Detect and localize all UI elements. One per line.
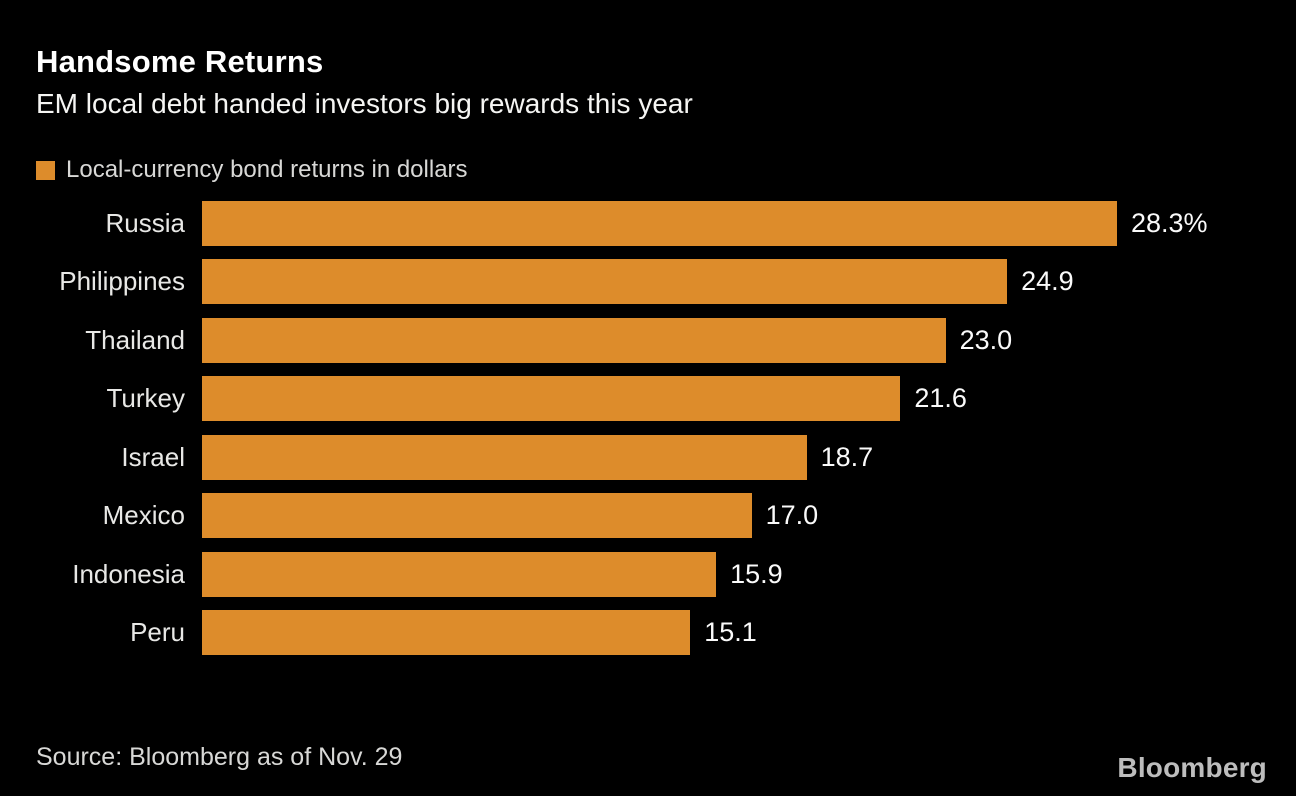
bar-row: Peru 15.1 xyxy=(36,604,1260,663)
bar xyxy=(202,493,752,539)
legend-swatch-icon xyxy=(36,160,55,180)
category-label: Israel xyxy=(121,441,185,472)
bar xyxy=(202,551,717,597)
legend-label: Local-currency bond returns in dollars xyxy=(66,156,468,183)
bar xyxy=(202,317,946,363)
bar xyxy=(202,259,1008,305)
bar xyxy=(202,610,691,656)
chart-title: Handsome Returns xyxy=(36,44,324,79)
bar-track: 15.9 xyxy=(202,545,1260,604)
bar-row: Turkey 21.6 xyxy=(36,370,1260,429)
chart-subtitle: EM local debt handed investors big rewar… xyxy=(36,88,693,119)
bar-track: 28.3% xyxy=(202,194,1260,253)
bar-value-label: 21.6 xyxy=(914,383,967,414)
bar-value-label: 24.9 xyxy=(1021,266,1074,297)
bloomberg-logo: Bloomberg xyxy=(1117,752,1267,783)
bar-track: 23.0 xyxy=(202,311,1260,370)
bar-value-label: 17.0 xyxy=(765,500,819,531)
category-label: Philippines xyxy=(59,266,185,297)
bar-chart: Russia 28.3% Philippines 24.9 Thailand 23.0 Tu… xyxy=(36,194,1260,662)
category-label: Turkey xyxy=(106,383,186,414)
bar-row: Russia 28.3% xyxy=(36,194,1260,253)
bar xyxy=(202,200,1117,246)
category-label: Mexico xyxy=(102,500,185,531)
bar-track: 17.0 xyxy=(202,487,1260,546)
bar-row: Philippines 24.9 xyxy=(36,253,1260,312)
category-label: Thailand xyxy=(85,324,185,355)
bar xyxy=(202,434,807,480)
bar-value-label: 15.9 xyxy=(730,558,783,589)
bar-track: 15.1 xyxy=(202,604,1260,663)
bar-value-label: 18.7 xyxy=(820,441,874,472)
bar-value-label: 28.3% xyxy=(1131,207,1208,238)
category-label: Russia xyxy=(105,207,185,238)
bar-row: Mexico 17.0 xyxy=(36,487,1260,546)
legend: Local-currency bond returns in dollars xyxy=(36,156,468,184)
bar-track: 21.6 xyxy=(202,370,1260,429)
bar-value-label: 23.0 xyxy=(959,324,1013,355)
bar-row: Indonesia 15.9 xyxy=(36,545,1260,604)
category-label: Indonesia xyxy=(72,558,185,589)
bar-track: 18.7 xyxy=(202,428,1260,487)
source-note: Source: Bloomberg as of Nov. 29 xyxy=(36,743,403,771)
bar-value-label: 15.1 xyxy=(704,617,757,648)
bar-row: Israel 18.7 xyxy=(36,428,1260,487)
category-label: Peru xyxy=(130,617,185,648)
bar-row: Thailand 23.0 xyxy=(36,311,1260,370)
bar-track: 24.9 xyxy=(202,253,1260,312)
bar xyxy=(202,376,901,422)
